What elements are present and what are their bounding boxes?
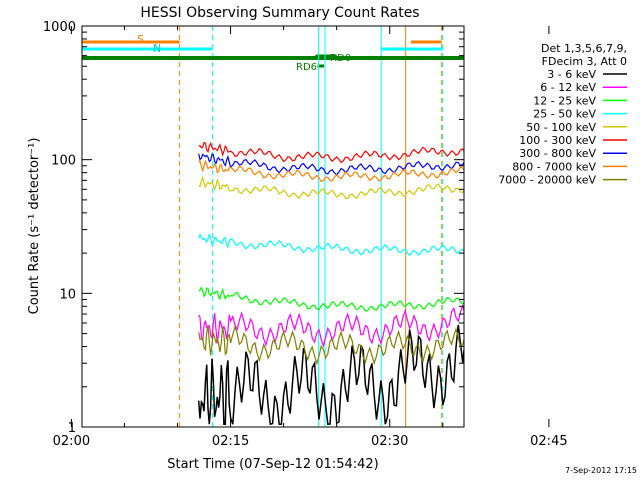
legend-entry-label: 800 - 7000 keV (512, 160, 596, 173)
legend-entry-label: 6 - 12 keV (540, 81, 596, 94)
x-axis-label: Start Time (07-Sep-12 01:54:42) (167, 457, 378, 472)
series-50to100keV (198, 176, 464, 200)
series-line (198, 141, 464, 164)
x-tick-label: 02:30 (371, 434, 408, 449)
legend-title-line-2: FDecim 3, Att 0 (542, 55, 627, 68)
series-layer (197, 141, 464, 426)
series-6to12keV (198, 303, 464, 348)
y-tick-label: 10 (59, 287, 76, 302)
x-tick-label: 02:00 (53, 434, 90, 449)
legend-entry-label: 100 - 300 keV (519, 134, 596, 147)
series-100to300keV (198, 141, 464, 164)
annotation-rd6: RD6 (296, 62, 317, 73)
legend-entry-label: 7000 - 20000 keV (498, 174, 596, 187)
legend-entry-label: 50 - 100 keV (526, 121, 596, 134)
annotation-s: S (137, 33, 144, 46)
series-line (198, 286, 464, 312)
annotation-rd0: RD0 (330, 53, 351, 64)
series-line (198, 159, 464, 183)
series-7000to20000keV (198, 324, 464, 366)
legend-entry-label: 25 - 50 keV (533, 108, 596, 121)
series-12to25keV (198, 286, 464, 312)
y-tick-label: 1 (68, 421, 76, 436)
series-line (198, 232, 464, 257)
timestamp: 7-Sep-2012 17:15 (565, 466, 637, 475)
series-800to7000keV (198, 159, 464, 183)
x-tick-label: 02:15 (212, 434, 249, 449)
series-line (198, 303, 464, 348)
annotation-n: N (153, 42, 161, 55)
series-300to800keV (198, 153, 464, 176)
series-line (197, 324, 464, 426)
x-tick-label: 02:45 (530, 434, 567, 449)
orbit-markers (82, 26, 464, 427)
legend-entry-label: 3 - 6 keV (547, 68, 596, 81)
series-3to6keV (197, 324, 464, 426)
y-axis: 1 10 100 1000 (43, 20, 464, 436)
y-tick-label: 100 (51, 154, 76, 169)
legend-entry-label: 12 - 25 keV (533, 94, 596, 107)
legend: Det 1,3,5,6,7,9, FDecim 3, Att 0 3 - 6 k… (498, 42, 627, 187)
y-axis-label: Count Rate (s⁻¹ detector⁻¹) (27, 138, 42, 315)
series-25to50keV (198, 232, 464, 257)
series-line (198, 176, 464, 200)
plot-frame (81, 25, 465, 428)
y-tick-label: 1000 (43, 20, 76, 35)
legend-entry-label: 300 - 800 keV (519, 147, 596, 160)
series-line (198, 153, 464, 176)
legend-title-line-1: Det 1,3,5,6,7,9, (541, 42, 627, 55)
series-line (198, 324, 464, 366)
chart-title: HESSI Observing Summary Count Rates (140, 5, 419, 21)
